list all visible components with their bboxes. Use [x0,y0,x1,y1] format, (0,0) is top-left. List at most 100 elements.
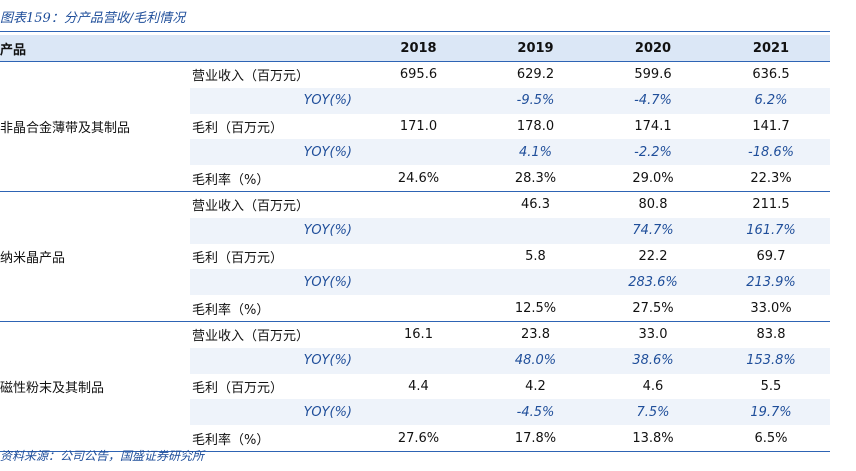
value-cell: 636.5 [752,67,790,83]
value-cell [477,217,594,244]
header-year-2021: 2021 [712,35,830,62]
metric-label-cell: YOY(%) [190,87,360,114]
metric-label-cell: 毛利（百万元） [192,120,284,136]
product-name-cell: 磁性粉末及其制品 [0,321,190,452]
value-cell: 28.3% [477,165,594,192]
value-cell: 4.6 [642,378,664,394]
value-cell: 629.2 [516,67,555,83]
product-name-cell: 非晶合金薄带及其制品 [0,61,190,192]
value-cell: 161.7% [712,217,830,244]
value-cell [477,269,594,296]
value-cell: 83.8 [756,327,786,343]
table-row: 毛利（百万元） 171.0 178.0 174.1 141.7 [0,114,830,140]
value-cell: 695.6 [399,67,438,83]
table-row: YOY(%) 48.0% 38.6% 153.8% [0,347,830,374]
value-cell: 16.1 [404,327,433,343]
value-cell: 599.6 [634,67,672,83]
value-cell: 153.8% [712,347,830,374]
value-cell: 5.5 [760,378,782,394]
value-cell: 4.2 [525,378,546,394]
value-cell: 4.1% [477,139,594,166]
value-cell: 174.1 [634,118,672,134]
source-note: 资料来源：公司公告，国盛证券研究所 [0,449,205,463]
metric-label-cell: YOY(%) [190,347,360,374]
caption-rule [0,31,830,32]
value-cell [360,244,477,270]
value-cell: 46.3 [521,197,550,213]
metric-label-cell: 毛利率（%） [190,425,360,452]
table-row: YOY(%) 74.7% 161.7% [0,217,830,244]
header-year-2018: 2018 [360,35,477,62]
table-row: 非晶合金薄带及其制品 营业收入（百万元） 695.6 629.2 599.6 636.5 [0,61,830,192]
value-cell: 7.5% [594,399,712,426]
table-row: YOY(%) -9.5% -4.7% 6.2% [0,87,830,114]
value-cell: 22.2 [638,248,668,264]
value-cell: 27.5% [594,295,712,322]
metric-label-cell: 毛利（百万元） [192,380,284,396]
value-cell [360,347,477,374]
value-cell: 33.0% [712,295,830,322]
value-cell: 22.3% [712,165,830,192]
table-row: YOY(%) -4.5% 7.5% 19.7% [0,399,830,426]
value-cell: 48.0% [477,347,594,374]
table-row: 毛利（百万元） 5.8 22.2 69.7 [0,244,830,270]
value-cell [360,399,477,426]
metric-label-cell: 毛利（百万元） [192,250,284,266]
table-caption: 图表159：分产品营收/毛利情况 [0,11,186,26]
header-year-2020: 2020 [594,35,712,62]
value-cell: 80.8 [638,197,668,213]
header-year-2019: 2019 [477,35,594,62]
value-cell: 171.0 [399,118,438,134]
value-cell [360,217,477,244]
table-body: 非晶合金薄带及其制品 营业收入（百万元） 695.6 629.2 599.6 636.5 Y… [0,61,830,452]
table-row: 毛利率（%） 12.5% 27.5% 33.0% [0,295,830,322]
value-cell: 5.8 [525,248,546,264]
value-cell: 6.2% [712,87,830,114]
header-metric [190,35,360,62]
product-name-cell: 纳米晶产品 [0,191,190,322]
table-row: YOY(%) 283.6% 213.9% [0,269,830,296]
value-cell: 211.5 [752,197,790,213]
table-row: 毛利率（%） 24.6% 28.3% 29.0% 22.3% [0,165,830,192]
table-row: 毛利（百万元） 4.4 4.2 4.6 5.5 [0,374,830,400]
value-cell: 13.8% [594,425,712,452]
value-cell: 213.9% [712,269,830,296]
metric-label-cell: 毛利率（%） [190,295,360,322]
table-header-row: 产品 2018 2019 2020 2021 [0,35,830,62]
value-cell: 27.6% [360,425,477,452]
metric-label-cell: 营业收入（百万元） [192,69,310,85]
metric-label-cell: 营业收入（百万元） [192,329,310,345]
value-cell: 19.7% [712,399,830,426]
value-cell: 29.0% [594,165,712,192]
value-cell: 283.6% [594,269,712,296]
value-cell: 38.6% [594,347,712,374]
value-cell: 12.5% [477,295,594,322]
value-cell: -2.2% [594,139,712,166]
value-cell: 24.6% [360,165,477,192]
value-cell [360,87,477,114]
table-row: 磁性粉末及其制品 营业收入（百万元） 16.1 23.8 33.0 83.8 [0,321,830,452]
header-product: 产品 [0,35,190,62]
value-cell: -9.5% [477,87,594,114]
value-cell: 4.4 [408,378,429,394]
value-cell: 23.8 [521,327,550,343]
value-cell: 6.5% [712,425,830,452]
value-cell [360,269,477,296]
value-cell: 178.0 [516,118,555,134]
value-cell [360,191,477,217]
metric-label-cell: YOY(%) [190,269,360,296]
table-row: 纳米晶产品 营业收入（百万元） 46.3 80.8 211.5 [0,191,830,322]
value-cell: 33.0 [638,327,668,343]
value-cell: 74.7% [594,217,712,244]
value-cell: 141.7 [752,118,790,134]
value-cell: -4.7% [594,87,712,114]
value-cell: 17.8% [477,425,594,452]
table-row: YOY(%) 4.1% -2.2% -18.6% [0,139,830,166]
metric-label-cell: 营业收入（百万元） [192,199,310,215]
value-cell: -18.6% [712,139,830,166]
value-cell: 69.7 [756,248,786,264]
metric-label-cell: YOY(%) [190,217,360,244]
metric-label-cell: YOY(%) [190,139,360,166]
revenue-gross-profit-table: 产品 2018 2019 2020 2021 非晶合金薄带及其制品 营业收入（百万… [0,35,830,452]
metric-label-cell: 毛利率（%） [190,165,360,192]
